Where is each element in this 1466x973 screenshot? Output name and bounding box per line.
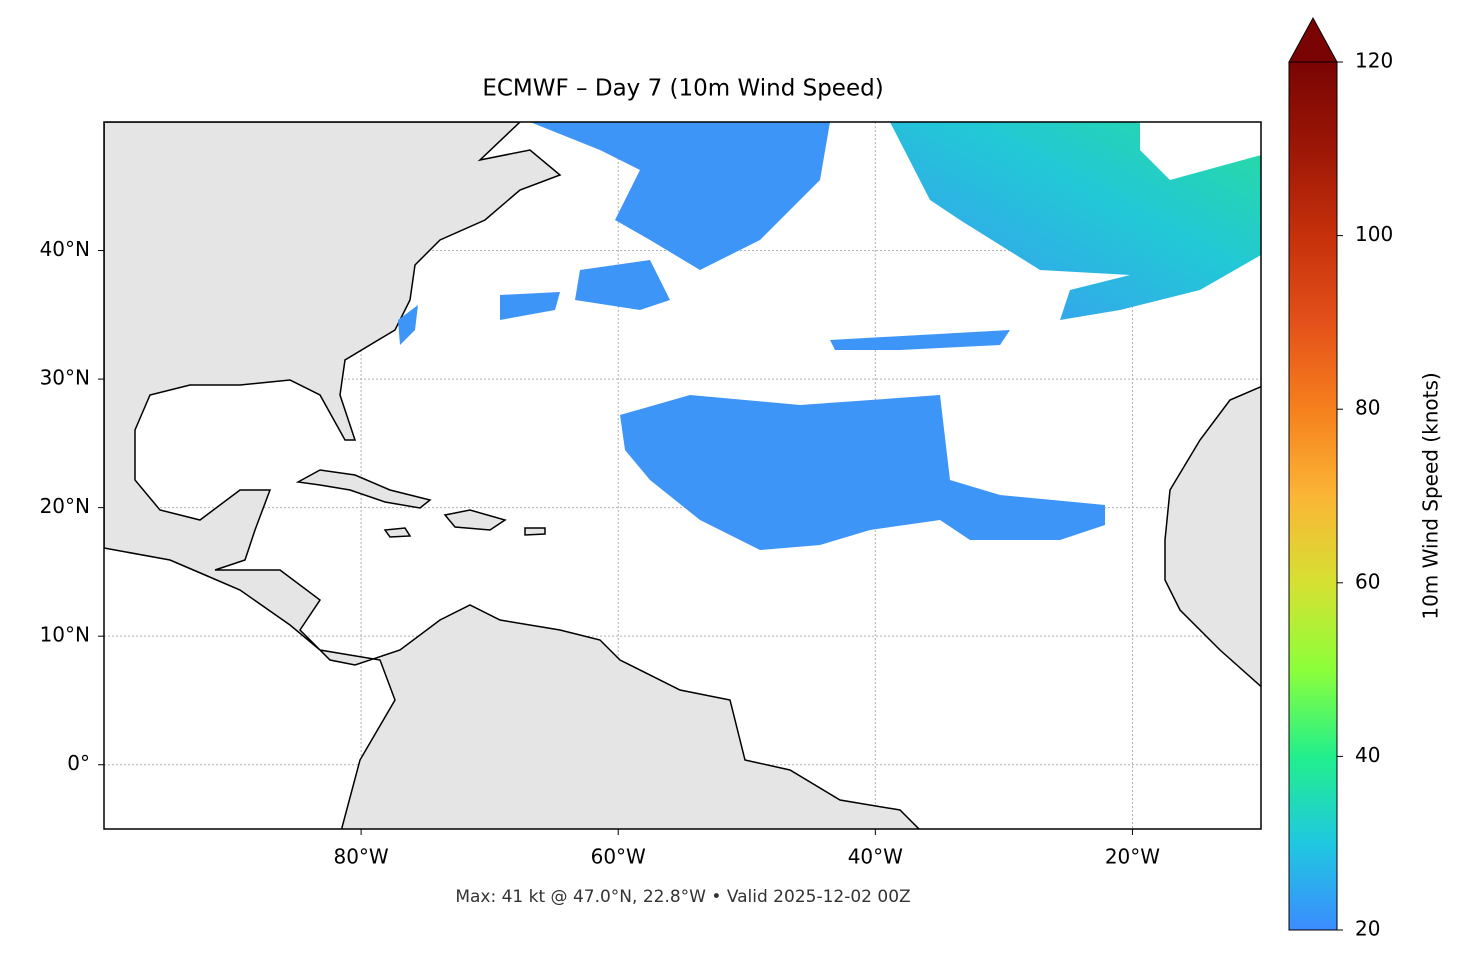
x-tick-label: 80°W [333,845,388,869]
wind-field [830,330,1010,350]
hispaniola [443,509,507,531]
wind-field [530,122,830,270]
x-tick-label: 40°W [848,845,903,869]
cuba [295,469,432,509]
africa [1164,385,1261,688]
x-tick-label: 20°W [1105,845,1160,869]
y-tick-label: 40°N [40,237,90,261]
colorbar-label: 10m Wind Speed (knots) [1419,372,1443,619]
y-tick-label: 0° [67,751,90,775]
x-tick-label: 60°W [591,845,646,869]
colorbar-tick-label: 120 [1355,49,1393,73]
wind-field [398,305,418,345]
colorbar-tick-label: 40 [1355,743,1380,767]
wind-field [575,260,670,310]
y-tick-label: 30°N [40,366,90,390]
colorbar-tick-label: 20 [1355,917,1380,941]
puerto-rico [524,527,546,536]
jamaica [383,527,412,538]
plot-frame [103,121,1262,830]
map-title: ECMWF – Day 7 (10m Wind Speed) [482,76,883,102]
y-tick-label: 20°N [40,494,90,518]
colorbar-tick-label: 60 [1355,569,1380,593]
colorbar-extend [1288,16,1338,63]
map-area [104,122,1261,829]
wind-field [500,292,560,320]
colorbar [1288,61,1338,931]
y-tick-label: 10°N [40,623,90,647]
wind-field [620,395,1105,550]
footer: Max: 41 kt @ 47.0°N, 22.8°W • Valid 2025… [455,887,910,907]
wind-field [890,122,1261,320]
colorbar-tick-label: 80 [1355,396,1380,420]
colorbar-tick-label: 100 [1355,222,1393,246]
